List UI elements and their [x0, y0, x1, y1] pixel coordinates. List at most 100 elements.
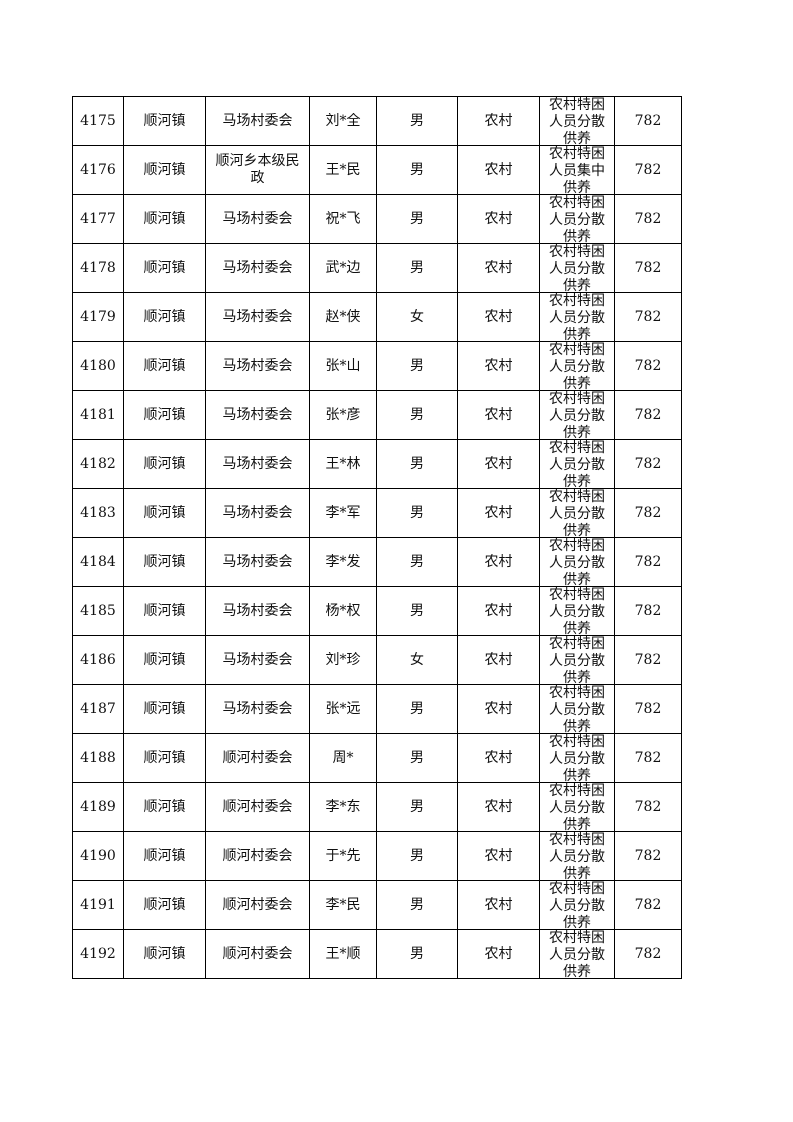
cell-text: 顺河镇 — [143, 210, 186, 227]
cell-text: 男 — [410, 259, 424, 276]
cell-text: 4186 — [80, 651, 116, 668]
cell-text: 782 — [634, 602, 662, 619]
table-cell: 782 — [614, 194, 682, 244]
cell-text: 农村 — [484, 504, 513, 521]
cell-text: 农村 — [484, 406, 513, 423]
data-table: 4175 顺河镇 马场村委会 刘*全男农村 农村特困人员分散供养 782 4176 顺河镇 顺河… — [72, 96, 682, 979]
table-cell: 4187 — [72, 684, 124, 734]
table-row: 4186 顺河镇 马场村委会 刘*珍 女 农村 农村特困人员分散供养 782 — [72, 635, 682, 685]
cell-text: 782 — [634, 455, 662, 472]
cell-text: 782 — [634, 357, 662, 374]
cell-text: 农村 — [484, 700, 513, 717]
cell-text: 农村 — [484, 210, 513, 227]
table-cell: 杨*权 — [309, 586, 377, 636]
table-cell: 农村 — [457, 341, 540, 391]
cell-text: 女 — [410, 651, 424, 668]
cell-text: 王*顺 — [325, 945, 361, 962]
cell-text: 马场村委会 — [222, 504, 293, 521]
table-cell: 农村特困人员分散供养 — [539, 96, 615, 146]
table-cell: 农村 — [457, 929, 540, 979]
table-cell: 4185 — [72, 586, 124, 636]
table-cell: 顺河村委会 — [205, 782, 310, 832]
cell-text: 男 — [410, 112, 424, 129]
cell-text: 顺河镇 — [143, 308, 186, 325]
cell-text: 农村特困人员分散供养 — [549, 391, 605, 439]
cell-text: 4179 — [80, 308, 116, 325]
cell-text: 顺河镇 — [143, 749, 186, 766]
table-cell: 4186 — [72, 635, 124, 685]
table-row: 4191 顺河镇 顺河村委会 李*民 男 农村 农村特困人员分散供养 782 — [72, 880, 682, 930]
cell-text: 武*边 — [325, 259, 361, 276]
table-cell: 782 — [614, 390, 682, 440]
cell-text: 农村 — [484, 357, 513, 374]
table-cell: 马场村委会 — [205, 537, 310, 587]
cell-text: 782 — [634, 406, 662, 423]
table-cell: 马场村委会 — [205, 635, 310, 685]
cell-text: 农村特困人员分散供养 — [549, 636, 605, 684]
cell-text: 马场村委会 — [222, 259, 293, 276]
cell-text: 男 — [410, 553, 424, 570]
cell-text: 782 — [634, 112, 662, 129]
cell-text: 782 — [634, 651, 662, 668]
table-cell: 马场村委会 — [205, 684, 310, 734]
table-cell: 李*军 — [309, 488, 377, 538]
table-cell: 782 — [614, 96, 682, 146]
cell-text: 顺河镇 — [143, 798, 186, 815]
cell-text: 4177 — [80, 210, 116, 227]
table-cell: 农村 — [457, 733, 540, 783]
cell-text: 男 — [410, 847, 424, 864]
cell-text: 王*民 — [325, 161, 361, 178]
table-row: 4176 顺河镇 顺河乡本级民政 王*民 男 农村 农村特困人员集中供养 782 — [72, 145, 682, 195]
cell-text: 顺河镇 — [143, 406, 186, 423]
cell-text: 赵*侠 — [325, 308, 361, 325]
cell-text: 周* — [332, 749, 354, 766]
cell-text: 刘*珍 — [325, 651, 361, 668]
cell-text: 农村特困人员分散供养 — [549, 293, 605, 341]
cell-text: 顺河镇 — [143, 504, 186, 521]
table-cell: 马场村委会 — [205, 243, 310, 293]
table-cell: 农村特困人员分散供养 — [539, 292, 615, 342]
table-cell: 男 — [376, 733, 458, 783]
cell-text: 农村特困人员分散供养 — [549, 734, 605, 782]
table-cell: 张*山 — [309, 341, 377, 391]
cell-text: 男 — [410, 700, 424, 717]
cell-text: 农村 — [484, 161, 513, 178]
cell-text: 农村特困人员分散供养 — [549, 489, 605, 537]
cell-text: 马场村委会 — [222, 357, 293, 374]
table-cell: 农村 — [457, 292, 540, 342]
table-cell: 马场村委会 — [205, 292, 310, 342]
table-cell: 顺河镇 — [123, 194, 206, 244]
cell-text: 782 — [634, 896, 662, 913]
cell-text: 王*林 — [325, 455, 361, 472]
table-cell: 男 — [376, 145, 458, 195]
table-cell: 782 — [614, 929, 682, 979]
table-cell: 农村 — [457, 586, 540, 636]
cell-text: 张*远 — [325, 700, 361, 717]
table-cell: 782 — [614, 537, 682, 587]
cell-text: 782 — [634, 161, 662, 178]
cell-text: 李*民 — [325, 896, 361, 913]
table-cell: 农村特困人员分散供养 — [539, 733, 615, 783]
table-row: 4185 顺河镇 马场村委会 杨*权 男 农村 农村特困人员分散供养 782 — [72, 586, 682, 636]
table-cell: 马场村委会 — [205, 96, 310, 146]
table-cell: 782 — [614, 292, 682, 342]
cell-text: 4185 — [80, 602, 116, 619]
cell-text: 男 — [410, 945, 424, 962]
table-row: 4189 顺河镇 顺河村委会 李*东 男 农村 农村特困人员分散供养 782 — [72, 782, 682, 832]
table-cell: 农村特困人员分散供养 — [539, 390, 615, 440]
table-row: 4183 顺河镇 马场村委会 李*军 男 农村 农村特困人员分散供养 782 — [72, 488, 682, 538]
table-cell: 4180 — [72, 341, 124, 391]
cell-text: 农村 — [484, 553, 513, 570]
cell-text: 张*山 — [325, 357, 361, 374]
table-cell: 女 — [376, 292, 458, 342]
cell-text: 农村 — [484, 896, 513, 913]
table-cell: 782 — [614, 145, 682, 195]
table-cell: 4183 — [72, 488, 124, 538]
table-cell: 4176 — [72, 145, 124, 195]
cell-text: 农村 — [484, 259, 513, 276]
table-cell: 农村特困人员分散供养 — [539, 341, 615, 391]
cell-text: 男 — [410, 749, 424, 766]
table-cell: 顺河镇 — [123, 880, 206, 930]
table-cell: 4189 — [72, 782, 124, 832]
cell-text: 马场村委会 — [222, 308, 293, 325]
